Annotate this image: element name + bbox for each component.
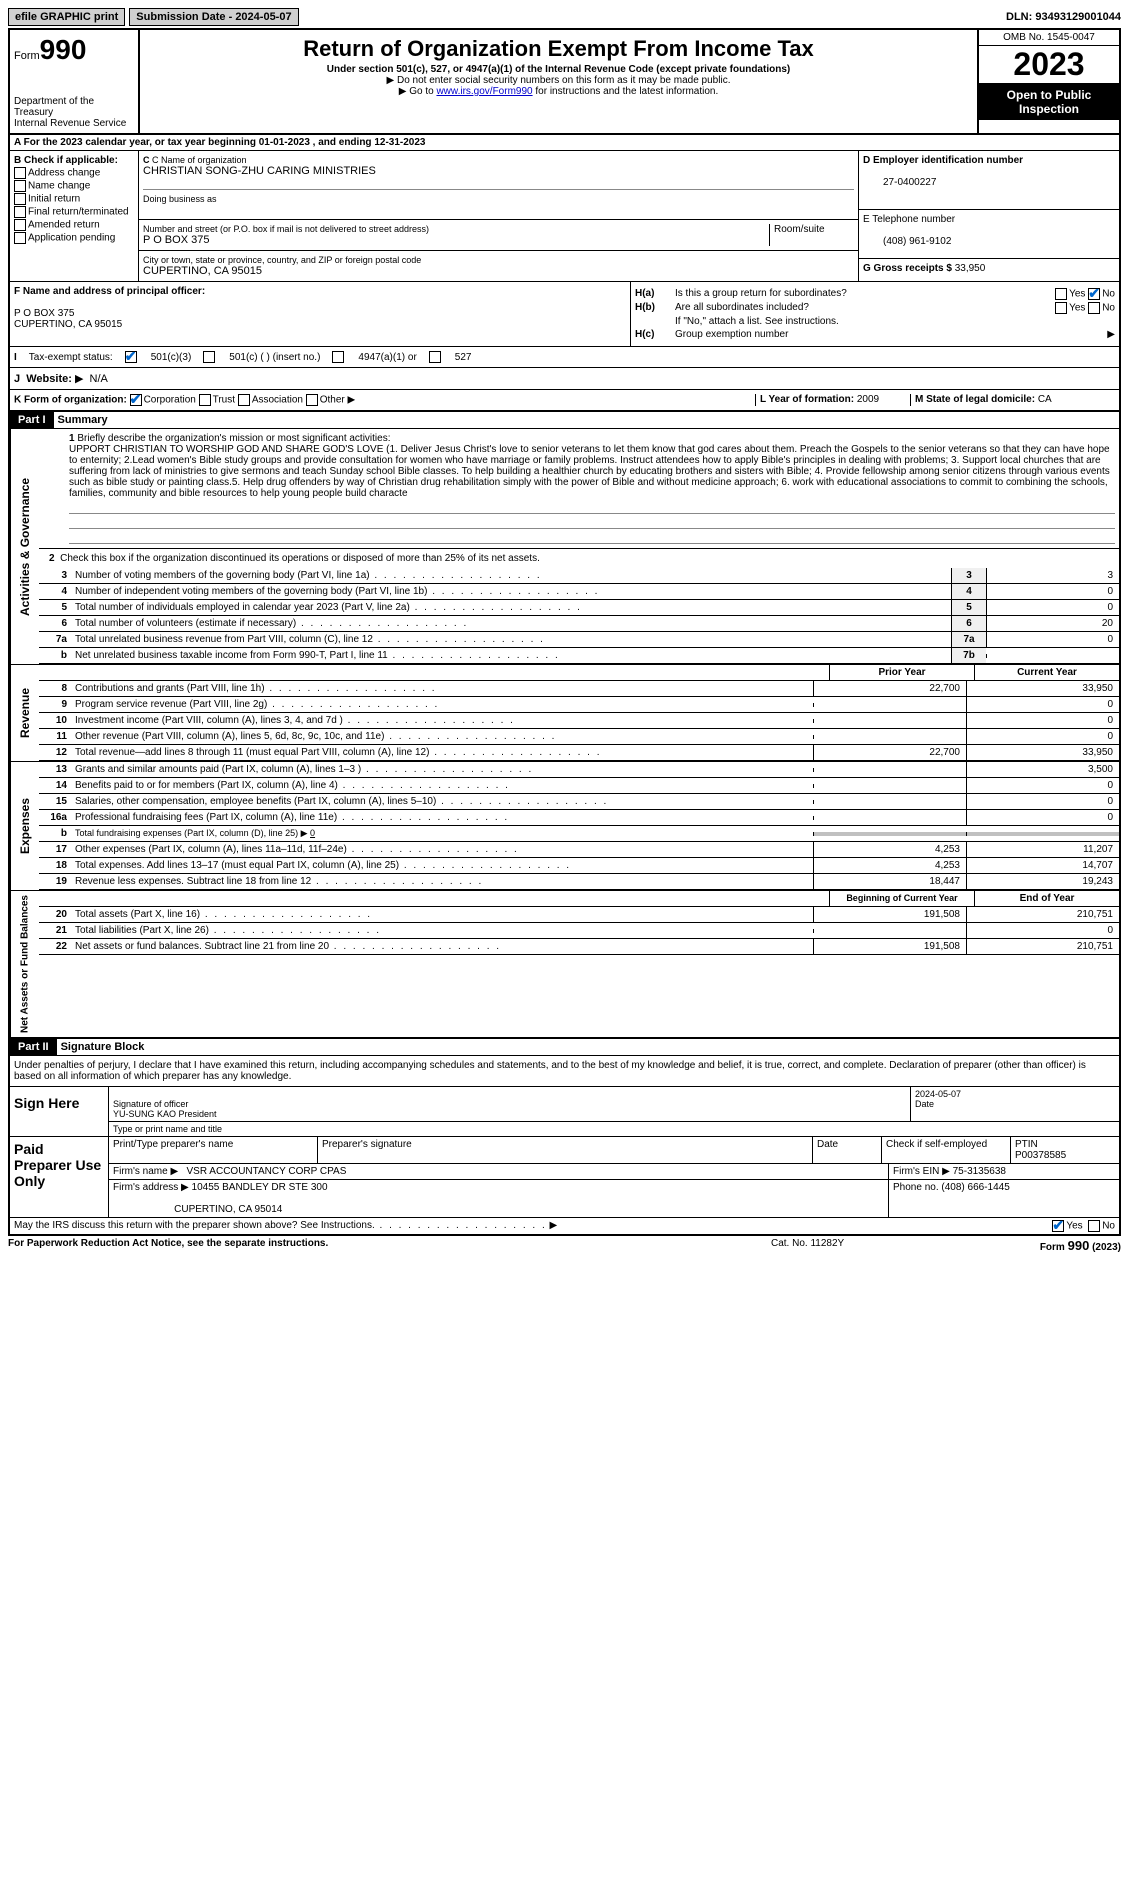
table-row: 15 Salaries, other compensation, employe… [39, 794, 1119, 810]
table-row: 10 Investment income (Part VIII, column … [39, 713, 1119, 729]
table-row: 7a Total unrelated business revenue from… [39, 632, 1119, 648]
table-row: 13 Grants and similar amounts paid (Part… [39, 762, 1119, 778]
table-row: 9 Program service revenue (Part VIII, li… [39, 697, 1119, 713]
mission-text: UPPORT CHRISTIAN TO WORSHIP GOD AND SHAR… [69, 444, 1110, 499]
year-box: OMB No. 1545-0047 2023 Open to PublicIns… [979, 30, 1119, 133]
irs-link[interactable]: www.irs.gov/Form990 [436, 86, 532, 97]
row-k: K Form of organization: Corporation Trus… [10, 390, 1119, 412]
sign-here: Sign Here [10, 1087, 109, 1136]
discuss-row: May the IRS discuss this return with the… [10, 1218, 1119, 1234]
table-row: 17 Other expenses (Part IX, column (A), … [39, 842, 1119, 858]
line-a: A For the 2023 calendar year, or tax yea… [10, 135, 1119, 151]
side-expenses: Expenses [10, 762, 39, 890]
col-d: D Employer identification number 27-0400… [858, 151, 1119, 281]
table-row: 12 Total revenue—add lines 8 through 11 … [39, 745, 1119, 761]
table-row: 16a Professional fundraising fees (Part … [39, 810, 1119, 826]
part1-header: Part I Summary [10, 412, 1119, 429]
table-row: 21 Total liabilities (Part X, line 26) 0 [39, 923, 1119, 939]
table-row: 22 Net assets or fund balances. Subtract… [39, 939, 1119, 955]
col-f: F Name and address of principal officer:… [10, 282, 631, 346]
side-netassets: Net Assets or Fund Balances [10, 891, 39, 1037]
table-row: 11 Other revenue (Part VIII, column (A),… [39, 729, 1119, 745]
form-title: Return of Organization Exempt From Incom… [144, 36, 973, 62]
page-footer: For Paperwork Reduction Act Notice, see … [8, 1236, 1121, 1255]
form-id-box: Form990 Department of the Treasury Inter… [10, 30, 140, 133]
perjury-text: Under penalties of perjury, I declare th… [10, 1056, 1119, 1087]
table-row: 6 Total number of volunteers (estimate i… [39, 616, 1119, 632]
col-b: B Check if applicable: Address change Na… [10, 151, 139, 281]
row-i: I Tax-exempt status: 501(c)(3) 501(c) ( … [10, 347, 1119, 368]
part2-header: Part II Signature Block [10, 1039, 1119, 1056]
paid-preparer: Paid Preparer Use Only [10, 1137, 109, 1217]
row-j: J Website: ▶ N/A [10, 368, 1119, 390]
table-row: b Net unrelated business taxable income … [39, 648, 1119, 664]
table-row: 19 Revenue less expenses. Subtract line … [39, 874, 1119, 890]
table-row: 5 Total number of individuals employed i… [39, 600, 1119, 616]
side-revenue: Revenue [10, 665, 39, 761]
col-h: H(a) Is this a group return for subordin… [631, 282, 1119, 346]
table-row: 8 Contributions and grants (Part VIII, l… [39, 681, 1119, 697]
dln: DLN: 93493129001044 [1006, 11, 1121, 23]
form-title-box: Return of Organization Exempt From Incom… [140, 30, 979, 133]
col-c: C C Name of organization CHRISTIAN SONG-… [139, 151, 858, 281]
table-row: 20 Total assets (Part X, line 16) 191,50… [39, 907, 1119, 923]
table-row: 3 Number of voting members of the govern… [39, 568, 1119, 584]
table-row: 18 Total expenses. Add lines 13–17 (must… [39, 858, 1119, 874]
submission-date: Submission Date - 2024-05-07 [129, 8, 298, 26]
side-activities: Activities & Governance [10, 429, 39, 664]
table-row: 4 Number of independent voting members o… [39, 584, 1119, 600]
table-row: 14 Benefits paid to or for members (Part… [39, 778, 1119, 794]
efile-button[interactable]: efile GRAPHIC print [8, 8, 125, 26]
